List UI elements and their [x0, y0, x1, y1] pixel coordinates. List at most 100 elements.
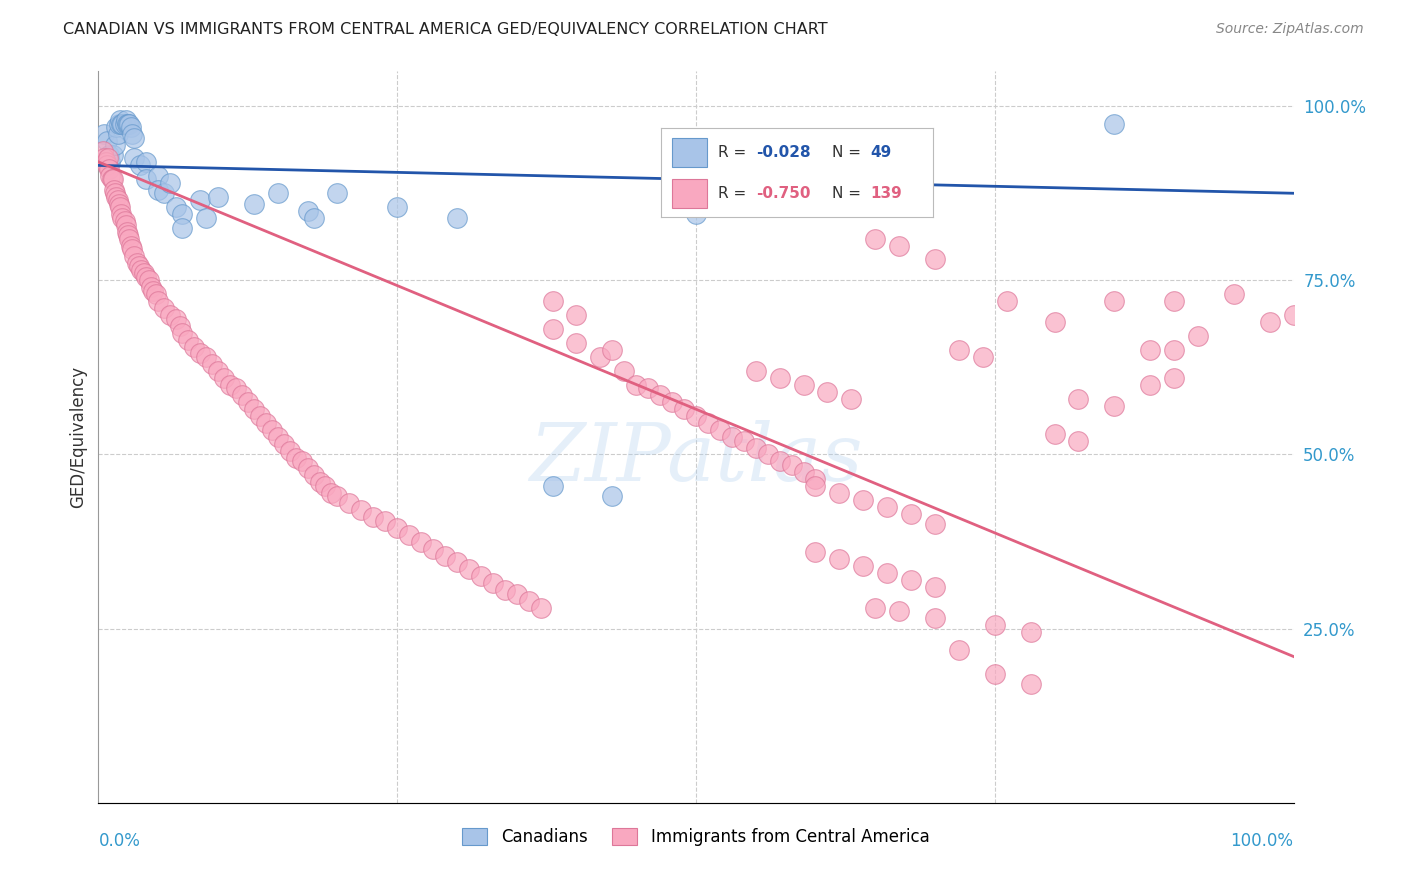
Point [768, 371, 790, 385]
Point [297, 461, 319, 475]
Point [278, 444, 301, 458]
Point [924, 517, 946, 532]
Point [308, 475, 330, 490]
Point [145, 287, 167, 301]
Point [924, 580, 946, 594]
Point [1187, 329, 1209, 343]
Point [841, 392, 863, 406]
Point [188, 193, 211, 207]
Point [1223, 287, 1246, 301]
Point [103, 183, 125, 197]
Point [139, 280, 162, 294]
Point [96, 134, 118, 148]
Point [131, 263, 153, 277]
Point [422, 541, 444, 556]
Point [865, 186, 887, 201]
Point [1067, 434, 1090, 448]
Point [865, 600, 887, 615]
Text: R =: R = [718, 145, 751, 161]
Point [648, 388, 672, 402]
Point [804, 479, 827, 493]
Point [804, 545, 827, 559]
Point [900, 507, 922, 521]
Point [852, 492, 875, 507]
Point [207, 364, 229, 378]
Point [124, 249, 146, 263]
Point [602, 489, 624, 503]
Point [745, 441, 768, 455]
Point [107, 117, 129, 131]
Point [828, 552, 851, 566]
Point [291, 454, 314, 468]
Point [98, 161, 121, 176]
Point [117, 228, 139, 243]
Point [948, 642, 970, 657]
Point [172, 326, 194, 340]
Text: N =: N = [832, 145, 866, 161]
Point [1043, 426, 1066, 441]
Point [260, 423, 283, 437]
Point [135, 172, 157, 186]
Point [159, 176, 181, 190]
Point [494, 583, 516, 598]
Point [142, 284, 165, 298]
Point [745, 145, 768, 159]
Point [94, 155, 117, 169]
Point [852, 558, 875, 573]
Point [530, 600, 553, 615]
Point [804, 472, 827, 486]
Point [385, 521, 409, 535]
Point [97, 152, 120, 166]
Point [93, 127, 115, 141]
Point [118, 117, 141, 131]
Point [1139, 377, 1161, 392]
Point [111, 117, 134, 131]
Point [138, 273, 160, 287]
Point [159, 308, 181, 322]
Point [1163, 294, 1185, 309]
Point [135, 269, 157, 284]
Bar [672, 179, 707, 208]
Point [458, 562, 481, 576]
Point [195, 350, 218, 364]
Point [115, 113, 138, 128]
Point [148, 183, 170, 197]
Point [273, 437, 295, 451]
Point [169, 318, 191, 333]
Point [121, 242, 143, 256]
Point [100, 172, 122, 186]
Point [101, 172, 124, 186]
Point [125, 256, 148, 270]
Point [565, 336, 588, 351]
Point [565, 308, 588, 322]
Point [110, 117, 132, 131]
Point [1282, 308, 1305, 322]
Text: 49: 49 [870, 145, 891, 161]
Point [984, 667, 1007, 681]
Text: 0.0%: 0.0% [98, 832, 141, 850]
Point [995, 294, 1018, 309]
Point [96, 158, 118, 172]
Point [756, 448, 779, 462]
Point [321, 485, 343, 500]
Text: 139: 139 [870, 186, 903, 202]
Point [745, 364, 768, 378]
Point [188, 346, 211, 360]
Point [793, 465, 815, 479]
Point [876, 566, 898, 580]
Text: R =: R = [718, 186, 751, 202]
Point [948, 343, 970, 357]
Point [195, 211, 218, 225]
Point [1043, 315, 1066, 329]
Point [104, 186, 127, 201]
Point [165, 311, 187, 326]
Point [108, 200, 131, 214]
Point [602, 343, 624, 357]
Point [120, 120, 142, 134]
Point [865, 231, 887, 245]
Point [212, 371, 235, 385]
Text: -0.028: -0.028 [756, 145, 811, 161]
Point [135, 155, 157, 169]
Point [804, 183, 827, 197]
Text: 100.0%: 100.0% [1230, 832, 1294, 850]
